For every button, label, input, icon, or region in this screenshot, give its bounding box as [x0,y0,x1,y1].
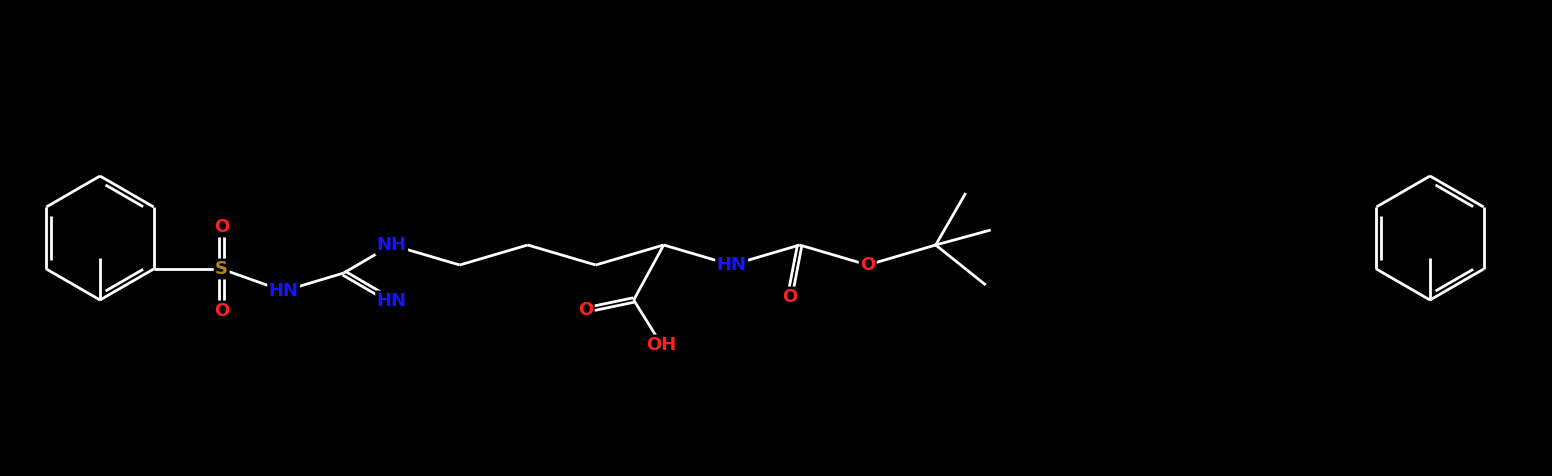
Text: O: O [214,302,230,320]
Text: OH: OH [647,336,677,354]
Text: HN: HN [717,256,747,274]
Text: O: O [577,301,593,319]
Text: O: O [782,288,798,306]
Text: O: O [214,218,230,236]
Text: NH: NH [377,236,407,254]
Text: HN: HN [268,282,298,300]
Text: S: S [216,260,228,278]
Text: HN: HN [377,292,407,310]
Text: O: O [860,256,875,274]
